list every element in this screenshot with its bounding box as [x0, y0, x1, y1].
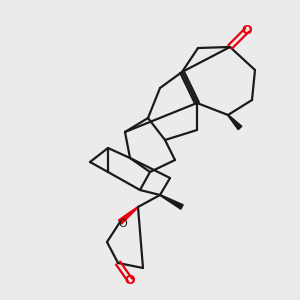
Text: O: O [118, 219, 127, 229]
Text: O: O [242, 23, 252, 37]
Polygon shape [160, 195, 183, 209]
Polygon shape [228, 115, 242, 130]
Polygon shape [118, 207, 138, 224]
Text: O: O [125, 274, 135, 286]
